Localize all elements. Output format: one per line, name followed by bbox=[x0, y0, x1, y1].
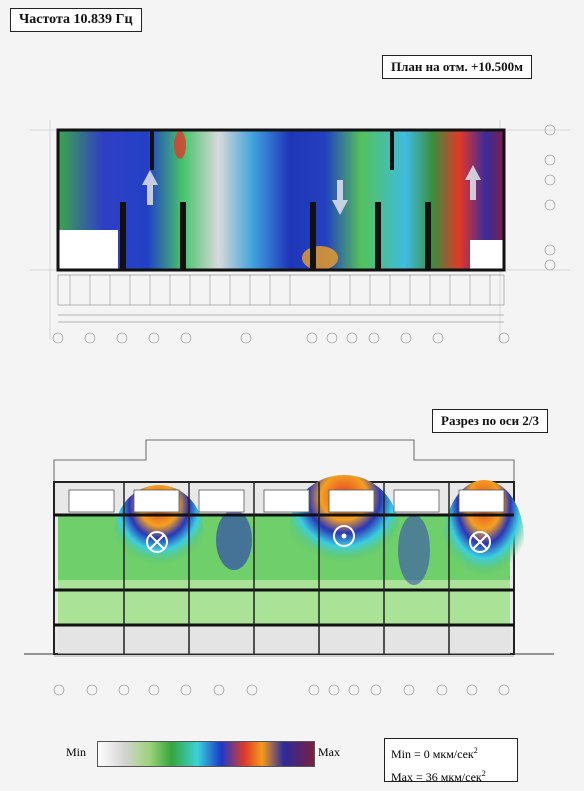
legend-min-value: Min = 0 мкм/сек2 bbox=[391, 746, 478, 761]
frequency-label: Частота 10.839 Гц bbox=[10, 8, 142, 32]
color-scale-bar bbox=[97, 741, 315, 767]
floor-plan-drawing bbox=[30, 120, 570, 344]
legend-range-box: Min = 0 мкм/сек2 Max = 36 мкм/сек2 bbox=[384, 738, 518, 784]
legend-max-value: Max = 36 мкм/сек2 bbox=[391, 769, 486, 784]
plan-title: План на отм. +10.500м bbox=[382, 55, 532, 79]
legend-min-label: Min bbox=[66, 745, 87, 759]
section-drawing bbox=[24, 439, 554, 696]
section-title: Разрез по оси 2/3 bbox=[432, 409, 549, 433]
legend-max-label: Max bbox=[318, 745, 340, 759]
